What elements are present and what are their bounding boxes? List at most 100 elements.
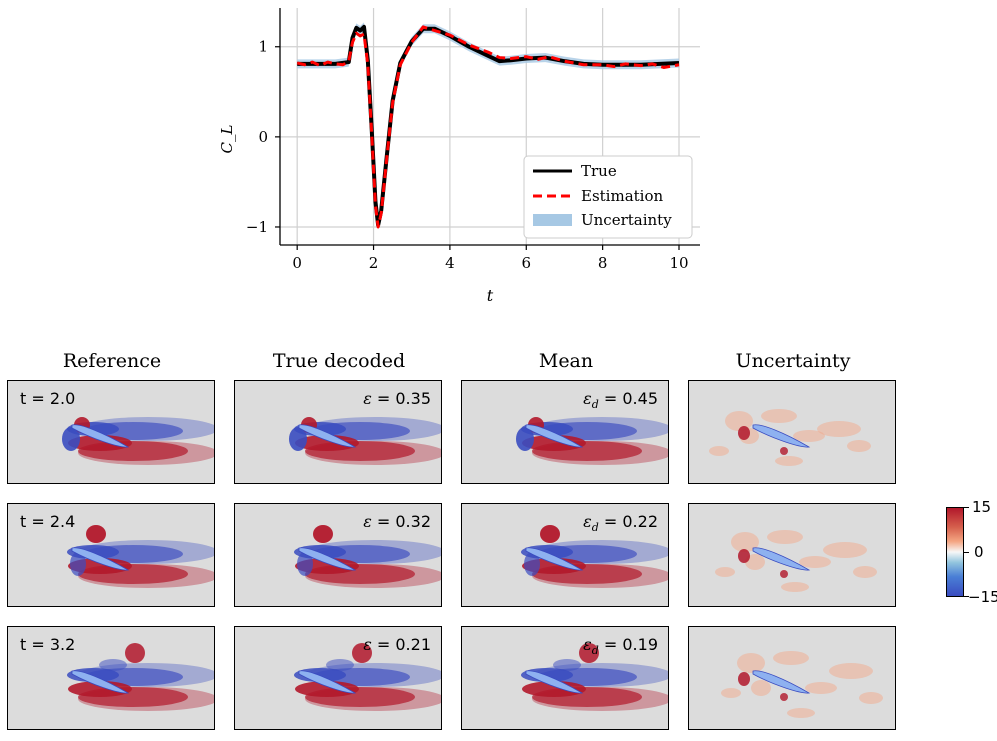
uncertainty-blob-4 xyxy=(823,542,867,558)
x-tick-label-5: 10 xyxy=(669,254,688,272)
airfoil xyxy=(752,670,811,694)
airfoil xyxy=(298,547,357,571)
y-tick-label-0: −1 xyxy=(246,218,268,236)
epsilon-value: 0.35 xyxy=(395,389,431,408)
legend-uncertainty-swatch xyxy=(533,214,572,226)
panel-true-decoded-row-2: ε = 0.32 xyxy=(234,503,442,607)
epsilon-symbol: ε xyxy=(363,389,372,408)
airfoil xyxy=(752,424,811,448)
uncertainty-core xyxy=(738,426,750,440)
flow-field-plot xyxy=(67,525,214,588)
airfoil xyxy=(752,547,811,571)
flow-field-plot xyxy=(521,643,668,711)
epsilon-symbol: ε xyxy=(363,635,372,654)
vortex-blue xyxy=(326,659,354,671)
panel-mean-row-3: εd = 0.19 xyxy=(461,626,669,730)
airfoil xyxy=(525,424,584,448)
uncertainty-blob-0 xyxy=(737,653,765,673)
vortex-red xyxy=(125,643,145,663)
time-label: t = 3.2 xyxy=(20,635,76,654)
vortex-blue xyxy=(62,427,80,451)
uncertainty-blob-3 xyxy=(793,430,825,442)
lower-surface-layer xyxy=(522,435,586,451)
uncertainty-blob-5 xyxy=(853,566,877,578)
legend: True Estimation Uncertainty xyxy=(523,155,693,239)
vortex-blue xyxy=(524,552,540,576)
vortex-blue xyxy=(99,659,127,671)
uncertainty-blob-5 xyxy=(847,440,871,452)
airfoil xyxy=(525,670,584,694)
uncertainty-blob-0 xyxy=(731,532,759,552)
uncertainty-spot xyxy=(780,447,788,455)
colorbar-label-mid: 0 xyxy=(974,543,984,561)
uncertainty-blob-6 xyxy=(709,446,729,456)
epsilon-value: 0.21 xyxy=(395,635,431,654)
x-tick-label-2: 4 xyxy=(445,254,455,272)
vortex-blue xyxy=(297,552,313,576)
series-group xyxy=(296,24,680,229)
flow-field-plot xyxy=(715,530,877,592)
uncertainty-blob-6 xyxy=(721,688,741,698)
time-label: t = 2.4 xyxy=(20,512,76,531)
column-title-mean: Mean xyxy=(538,350,594,372)
panel-reference-row-1: t = 2.0 xyxy=(7,380,215,484)
vortex-blue xyxy=(70,552,86,576)
vortex-blue xyxy=(516,427,534,451)
x-tick-label-3: 6 xyxy=(521,254,531,272)
epsilon-symbol: ε xyxy=(363,512,372,531)
vortex-blue xyxy=(553,659,581,671)
uncertainty-blob-5 xyxy=(859,692,883,704)
epsilon-d-value: 0.22 xyxy=(622,512,658,531)
uncertainty-blob-7 xyxy=(781,582,809,592)
panel-reference-row-2: t = 2.4 xyxy=(7,503,215,607)
epsilon-value: 0.32 xyxy=(395,512,431,531)
chart-grid xyxy=(280,8,700,245)
epsilon-d-value: 0.19 xyxy=(622,635,658,654)
vortex-red xyxy=(86,525,106,543)
flow-field-plot xyxy=(294,643,441,711)
airfoil xyxy=(298,670,357,694)
colorbar-tick-min xyxy=(964,596,969,597)
flow-field-plot xyxy=(709,409,871,466)
flow-field-plot xyxy=(62,417,214,465)
uncertainty-core xyxy=(738,672,750,686)
vortex-red xyxy=(579,643,599,663)
legend-estimation-label: Estimation xyxy=(581,187,663,205)
uncertainty-blob-7 xyxy=(775,456,803,466)
flow-field-plot xyxy=(289,417,441,465)
y-tick-label-1: 0 xyxy=(258,128,268,146)
uncertainty-blob-3 xyxy=(805,682,837,694)
series-estimation-line xyxy=(296,25,680,229)
x-axis-label: t xyxy=(487,286,494,305)
panel-reference-row-3: t = 3.2 xyxy=(7,626,215,730)
flow-field-plot xyxy=(67,643,214,711)
uncertainty-blob-2 xyxy=(761,409,797,423)
colorbar xyxy=(946,507,964,597)
flow-field-plot xyxy=(294,525,441,588)
lower-surface-layer xyxy=(68,681,132,697)
colorbar-label-max: 15 xyxy=(972,498,992,516)
vortex-red xyxy=(313,525,333,543)
uncertainty-blob-2 xyxy=(767,530,803,544)
uncertainty-blob-0 xyxy=(725,411,753,431)
lower-surface-layer xyxy=(295,435,359,451)
airfoil xyxy=(525,547,584,571)
epsilon-label: ε = 0.21 xyxy=(363,635,431,654)
time-label: t = 2.0 xyxy=(20,389,76,408)
uncertainty-blob-3 xyxy=(799,556,831,568)
uncertainty-blob-1 xyxy=(751,680,771,696)
column-title-true-decoded: True decoded xyxy=(272,350,406,372)
y-tick-label-2: 1 xyxy=(258,38,268,56)
epsilon-d-label: εd = 0.22 xyxy=(583,512,658,535)
flow-field-plot xyxy=(721,651,883,718)
lower-surface-layer xyxy=(522,681,586,697)
airfoil xyxy=(71,670,130,694)
column-title-reference: Reference xyxy=(62,350,162,372)
epsilon-symbol: εd xyxy=(583,389,599,412)
uncertainty-blob-7 xyxy=(787,708,815,718)
uncertainty-blob-4 xyxy=(829,663,873,679)
chart-axes xyxy=(279,8,700,246)
epsilon-symbol: εd xyxy=(583,635,599,658)
x-tick-label-0: 0 xyxy=(292,254,302,272)
uncertainty-spot xyxy=(780,570,788,578)
